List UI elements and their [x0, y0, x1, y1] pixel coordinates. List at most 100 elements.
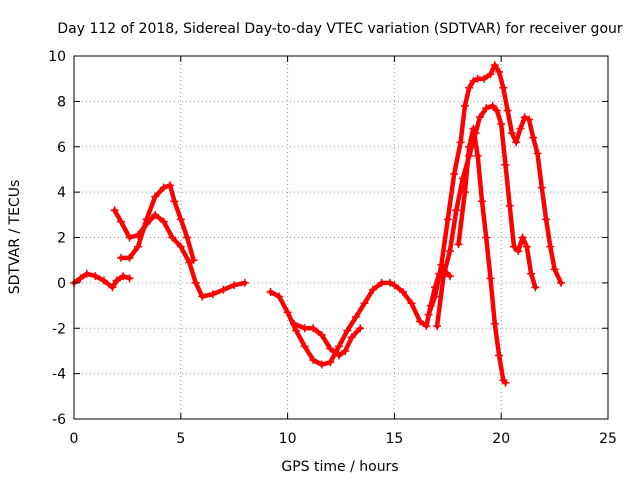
data-point — [460, 188, 469, 197]
data-point — [482, 233, 491, 242]
data-point — [189, 256, 198, 265]
data-point — [550, 265, 559, 274]
data-point — [159, 217, 168, 226]
data-point — [486, 70, 495, 79]
data-point — [505, 201, 514, 210]
data-point — [326, 358, 335, 367]
data-point — [516, 124, 525, 133]
data-point — [360, 299, 369, 308]
data-point — [230, 281, 239, 290]
data-point — [343, 326, 352, 335]
data-point — [424, 310, 433, 319]
data-point — [326, 344, 335, 353]
data-point — [386, 278, 395, 287]
data-point — [527, 269, 536, 278]
data-point — [503, 106, 512, 115]
data-point — [142, 215, 151, 224]
data-point — [433, 321, 442, 330]
data-point — [317, 360, 326, 369]
data-point — [465, 83, 474, 92]
data-point — [495, 351, 504, 360]
data-point — [557, 278, 566, 287]
data-point — [546, 242, 555, 251]
data-point — [501, 160, 510, 169]
data-point — [119, 272, 128, 281]
y-tick-label: 4 — [57, 185, 66, 201]
data-point — [334, 342, 343, 351]
data-point — [82, 269, 91, 278]
series-line-s9 — [456, 126, 508, 385]
data-point — [240, 278, 249, 287]
data-point — [347, 333, 356, 342]
data-point — [490, 61, 499, 70]
data-point — [486, 274, 495, 283]
x-tick-label: 20 — [492, 431, 510, 447]
data-point — [125, 233, 134, 242]
x-tick-label: 0 — [70, 431, 79, 447]
data-point — [309, 324, 318, 333]
data-point — [482, 104, 491, 113]
data-point — [422, 321, 431, 330]
y-tick-label: -2 — [52, 321, 66, 337]
data-point — [183, 233, 192, 242]
data-point — [356, 324, 365, 333]
x-tick-label: 15 — [385, 431, 403, 447]
data-point — [460, 101, 469, 110]
data-point — [507, 129, 516, 138]
data-point — [495, 67, 504, 76]
data-point — [292, 326, 301, 335]
data-point — [219, 285, 228, 294]
data-point — [275, 292, 284, 301]
data-point — [416, 317, 425, 326]
series-line-s7 — [426, 62, 564, 317]
data-point — [266, 287, 275, 296]
data-point — [450, 169, 459, 178]
data-point — [168, 233, 177, 242]
x-tick-label: 10 — [279, 431, 297, 447]
grid — [74, 56, 608, 419]
data-point — [512, 138, 521, 147]
data-point — [473, 151, 482, 160]
series-markers-s9 — [454, 124, 510, 387]
series-markers-s2 — [112, 272, 134, 285]
series-line-s3 — [112, 208, 248, 299]
y-tick-label: 2 — [57, 231, 66, 247]
ticks: 0 5 10 15 20 25 -6 -4 -2 0 2 4 6 8 10 — [48, 49, 617, 447]
data-point — [529, 133, 538, 142]
data-point — [170, 197, 179, 206]
data-point — [191, 278, 200, 287]
data-point — [334, 351, 343, 360]
series-markers-s4 — [116, 181, 198, 265]
data-point — [290, 319, 299, 328]
data-point — [300, 324, 309, 333]
series-markers-s1 — [70, 269, 121, 292]
data-point — [110, 206, 119, 215]
data-point — [477, 197, 486, 206]
data-point — [116, 217, 125, 226]
data-point — [283, 308, 292, 317]
y-tick-label: 6 — [57, 140, 66, 156]
data-point — [439, 272, 448, 281]
data-point — [151, 192, 160, 201]
data-point — [465, 142, 474, 151]
data-point — [510, 242, 519, 251]
y-tick-label: -6 — [52, 412, 66, 428]
data-point — [134, 242, 143, 251]
data-point — [108, 283, 117, 292]
data-point — [377, 278, 386, 287]
data-point — [531, 283, 540, 292]
data-point — [475, 113, 484, 122]
y-tick-label: 10 — [48, 49, 66, 65]
data-point — [176, 242, 185, 251]
data-point — [99, 276, 108, 285]
data-point — [488, 101, 497, 110]
data-point — [522, 242, 531, 251]
data-point — [309, 356, 318, 365]
series-markers-s6 — [290, 319, 365, 360]
data-point — [116, 253, 125, 262]
data-point — [490, 319, 499, 328]
data-point — [198, 292, 207, 301]
x-tick-label: 5 — [176, 431, 185, 447]
data-point — [76, 274, 85, 283]
data-point — [501, 378, 510, 387]
